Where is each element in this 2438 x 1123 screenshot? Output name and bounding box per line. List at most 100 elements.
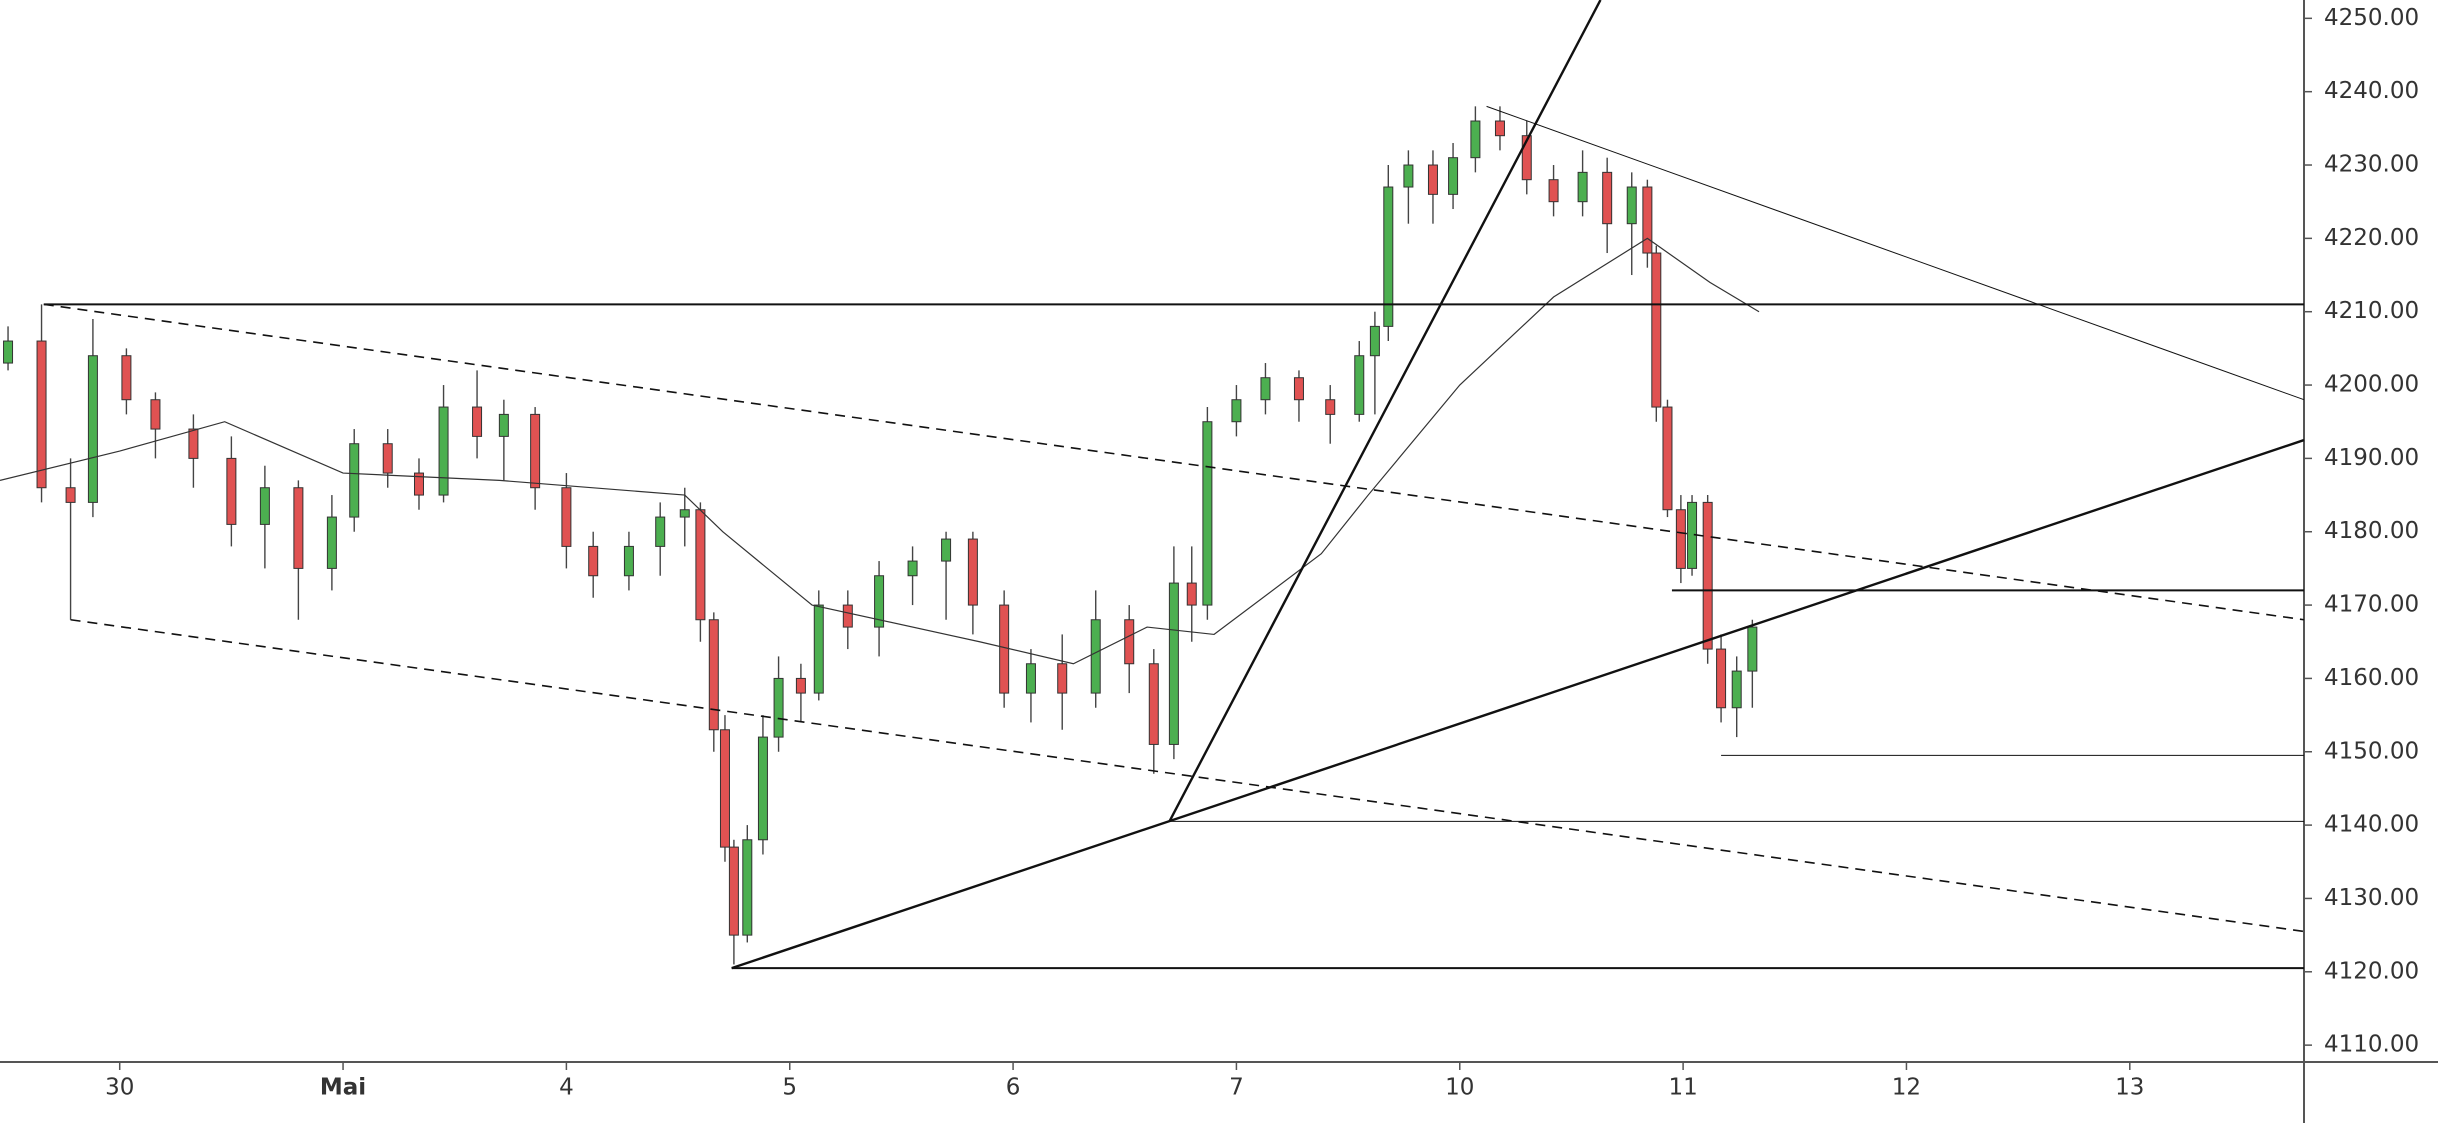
- candle-body: [413, 472, 424, 496]
- y-tick-label: 4190.00: [2324, 445, 2419, 471]
- candle-body: [999, 604, 1010, 694]
- y-tick-label: 4220.00: [2324, 225, 2419, 251]
- trend-line: [731, 438, 2305, 970]
- candle-body: [561, 487, 572, 547]
- candle-body: [623, 545, 634, 577]
- candle-body: [742, 839, 753, 936]
- x-tick-label: 13: [2115, 1075, 2144, 1101]
- candle-body: [498, 413, 509, 437]
- moving-average: [0, 237, 1760, 665]
- candle-body: [1548, 179, 1559, 203]
- y-tick-label: 4200.00: [2324, 372, 2419, 398]
- candle-body: [1231, 399, 1242, 423]
- candle-body: [438, 406, 449, 496]
- y-tick-label: 4160.00: [2324, 665, 2419, 691]
- y-tick-label: 4230.00: [2324, 152, 2419, 178]
- candle-body: [1186, 582, 1197, 606]
- candle-body: [382, 443, 393, 474]
- candle-body: [1642, 186, 1653, 254]
- candle-body: [259, 487, 270, 525]
- candle-body: [1675, 509, 1686, 569]
- candle-body: [1731, 670, 1742, 709]
- candle-body: [588, 545, 599, 577]
- y-tick-label: 4130.00: [2324, 885, 2419, 911]
- candle-body: [1090, 619, 1101, 694]
- candle-body: [226, 457, 237, 525]
- candle-body: [842, 604, 853, 628]
- candle-body: [695, 509, 706, 621]
- y-tick-label: 4240.00: [2324, 78, 2419, 104]
- trend-line: [43, 303, 2305, 621]
- candle-body: [1747, 626, 1758, 672]
- candle-body: [3, 340, 14, 364]
- candle-body: [1354, 355, 1365, 415]
- candle-body: [1651, 252, 1662, 408]
- x-tick-label: 11: [1668, 1075, 1697, 1101]
- x-tick-label: 4: [559, 1075, 574, 1101]
- candle-body: [36, 340, 47, 489]
- candle-body: [1521, 135, 1532, 181]
- candle-body: [1427, 164, 1438, 195]
- candle-body: [1202, 421, 1213, 606]
- candle-body: [1057, 663, 1068, 694]
- candle-body: [1148, 663, 1159, 745]
- candle-body: [773, 677, 784, 738]
- candle-body: [655, 516, 666, 547]
- x-tick-label: 30: [105, 1075, 134, 1101]
- candle-body: [472, 406, 483, 437]
- candle-body: [121, 355, 132, 401]
- candle-body: [1124, 619, 1135, 665]
- candle-body: [708, 619, 719, 731]
- y-tick-label: 4110.00: [2324, 1032, 2419, 1058]
- candle-body: [1168, 582, 1179, 745]
- y-tick-label: 4180.00: [2324, 518, 2419, 544]
- y-tick-label: 4150.00: [2324, 738, 2419, 764]
- candle-body: [293, 487, 304, 569]
- y-tick-label: 4140.00: [2324, 812, 2419, 838]
- candle-body: [813, 604, 824, 694]
- candle-body: [87, 355, 98, 503]
- candle-body: [1325, 399, 1336, 415]
- trend-line: [70, 618, 2305, 933]
- trend-line: [1168, 0, 1602, 822]
- candle-body: [719, 729, 730, 848]
- x-tick-label: 6: [1006, 1075, 1021, 1101]
- x-tick-label: 7: [1229, 1075, 1244, 1101]
- candle-body: [326, 516, 337, 569]
- candle-body: [874, 575, 885, 628]
- candle-body: [1626, 186, 1637, 225]
- x-tick-label: Mai: [320, 1075, 366, 1101]
- candle-body: [795, 677, 806, 694]
- x-tick-label: 10: [1445, 1075, 1474, 1101]
- candle-body: [1494, 120, 1505, 137]
- candle-body: [1260, 377, 1271, 401]
- candle-body: [1403, 164, 1414, 188]
- candle-body: [1716, 648, 1727, 709]
- y-tick-label: 4120.00: [2324, 958, 2419, 984]
- candle-body: [1369, 325, 1380, 357]
- candle-body: [679, 509, 690, 518]
- candle-body: [150, 399, 161, 430]
- candle-body: [1448, 157, 1459, 195]
- y-tick-label: 4250.00: [2324, 5, 2419, 31]
- trend-line: [1486, 105, 2305, 401]
- candle-body: [349, 443, 360, 518]
- candle-body: [1602, 171, 1613, 225]
- candle-body: [65, 487, 76, 503]
- candle-body: [907, 560, 918, 577]
- y-tick-label: 4170.00: [2324, 592, 2419, 618]
- candle-body: [1383, 186, 1394, 327]
- candle-body: [1470, 120, 1481, 159]
- candle-body: [1293, 377, 1304, 401]
- candle-body: [757, 736, 768, 841]
- y-tick-label: 4210.00: [2324, 298, 2419, 324]
- candle-body: [967, 538, 978, 606]
- x-tick-label: 12: [1892, 1075, 1921, 1101]
- candle-body: [1577, 171, 1588, 203]
- candle-body: [188, 428, 199, 459]
- candle-body: [1025, 663, 1036, 694]
- candle-body: [728, 846, 739, 936]
- candle-body: [1702, 501, 1713, 650]
